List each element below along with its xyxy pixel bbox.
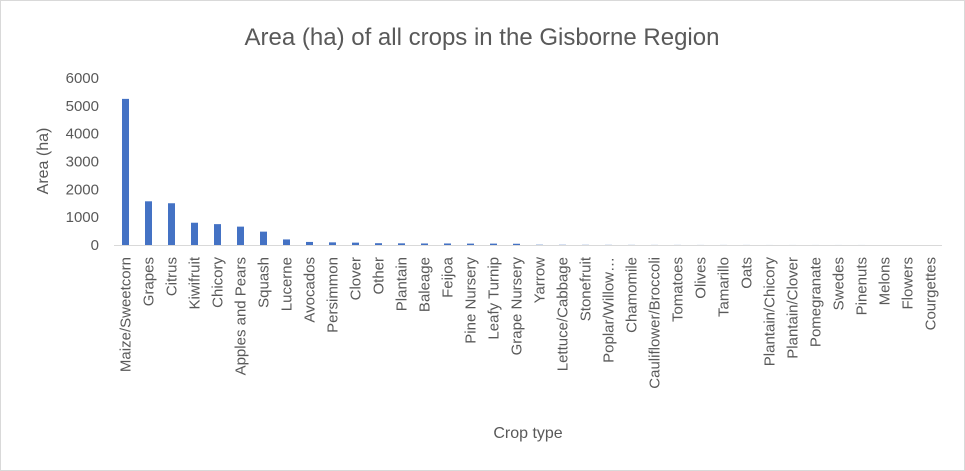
x-tick-label: Stonefruit [578,256,595,321]
y-axis-title: Area (ha) [35,128,52,195]
x-tick-label: Pinenuts [854,257,871,315]
x-tick-label: Lettuce/Cabbage [555,257,572,371]
bar [191,222,198,245]
bar [122,98,129,245]
x-tick-label: Pine Nursery [463,257,480,344]
bar [444,243,451,245]
y-tick-label: 1000 [66,209,99,226]
x-tick-label: Olives [693,257,710,299]
x-tick-label: Cauliflower/Broccoli [647,257,664,389]
x-axis-title: Crop type [493,425,562,442]
x-tick-label: Squash [256,257,273,308]
x-tick-label: Feijoa [440,256,457,298]
bar [490,243,497,245]
bar [467,243,474,245]
x-tick-label: Chicory [210,257,227,308]
y-tick-label: 0 [91,237,99,254]
bar [398,243,405,245]
bar [237,226,244,245]
y-tick-label: 3000 [66,154,99,171]
x-tick-label: Plantain/Clover [785,257,802,359]
x-tick-label: Kiwifruit [187,256,204,309]
x-tick-label: Apples and Pears [233,257,250,375]
bar-series [122,98,865,245]
bar [306,241,313,245]
x-tick-label: Chamomile [624,257,641,333]
y-axis-ticks: 0 1000 2000 3000 4000 5000 6000 [66,70,99,254]
x-tick-label: Courgettes [923,257,940,330]
x-tick-label: Avocados [302,257,319,323]
x-tick-label: Plantain/Chicory [762,257,779,367]
x-axis-ticks: Maize/Sweetcorn Grapes Citrus Kiwifruit Chic… [118,256,940,389]
bar [421,243,428,245]
x-tick-label: Lucerne [279,257,296,311]
x-tick-label: Grapes [141,257,158,306]
y-tick-label: 2000 [66,181,99,198]
x-tick-label: Baleage [417,257,434,312]
x-tick-label: Pomegranate [808,257,825,347]
x-tick-label: Maize/Sweetcorn [118,257,135,372]
bar [375,243,382,245]
x-tick-label: Persimmon [325,257,342,333]
y-tick-label: 6000 [66,70,99,87]
x-tick-label: Leafy Turnip [486,257,503,340]
x-tick-label: Tamarillo [716,257,733,317]
x-tick-label: Yarrow [532,257,549,304]
x-tick-label: Poplar/Willow… [601,257,618,363]
chart-title: Area (ha) of all crops in the Gisborne R… [245,24,720,51]
x-tick-label: Plantain [394,257,411,311]
x-tick-label: Citrus [164,257,181,296]
x-tick-label: Clover [348,257,365,300]
x-tick-label: Grape Nursery [509,257,526,356]
bar [352,242,359,245]
bar [329,242,336,245]
bar [283,239,290,245]
x-tick-label: Flowers [900,257,917,310]
y-tick-label: 4000 [66,126,99,143]
bar [214,224,221,245]
y-tick-label: 5000 [66,98,99,115]
bar [168,203,175,245]
bar [513,243,520,245]
x-tick-label: Oats [739,257,756,289]
x-tick-label: Melons [877,257,894,305]
x-tick-label: Tomatoes [670,257,687,322]
x-tick-label: Other [371,257,388,295]
x-tick-label: Swedes [831,257,848,310]
bar [260,231,267,245]
bar [145,201,152,245]
